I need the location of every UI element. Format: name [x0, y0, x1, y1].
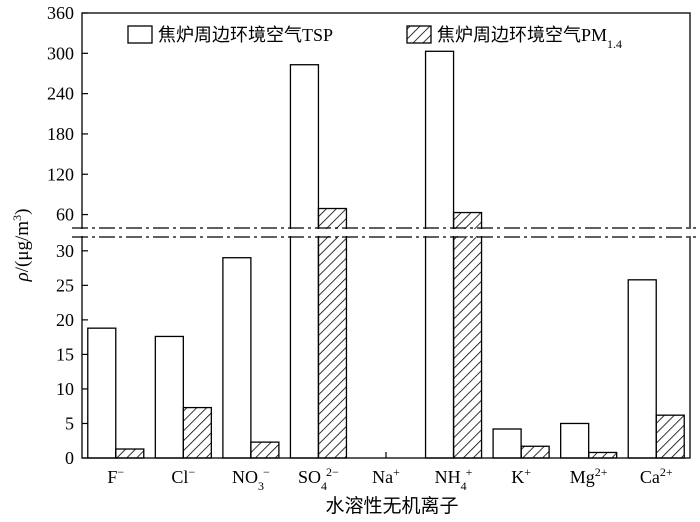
x-tick-label-0: F− — [107, 465, 124, 487]
legend-label-1: 焦炉周边环境空气PM1.4 — [437, 25, 622, 51]
x-tick-label-8: Ca2+ — [640, 465, 673, 487]
axes-group: 0 5 10 15 20 25 30 60 120 180 240 300 360 F− Cl− NO3− SO… — [47, 3, 696, 493]
bar-pm14-0 — [115, 448, 145, 459]
x-tick-label-1: Cl− — [171, 465, 195, 487]
x-tick-label-2: NO3− — [232, 465, 270, 493]
bar-tsp-1 — [154, 335, 184, 459]
y-tick-label-lower-10: 10 — [56, 379, 74, 399]
y-tick-label-lower-15: 15 — [56, 344, 74, 364]
y-tick-label-lower-20: 20 — [56, 310, 74, 330]
bar-tsp-5 — [424, 50, 455, 459]
y-tick-label-upper-60: 60 — [56, 205, 74, 225]
y-tick-label-upper-180: 180 — [47, 124, 74, 144]
x-axis-title: 水溶性无机离子 — [325, 495, 458, 517]
y-tick-label-upper-300: 300 — [47, 43, 74, 63]
x-tick-label-4: Na+ — [372, 465, 400, 487]
x-tick-label-3: SO42− — [298, 465, 339, 493]
bar-pm14-7 — [588, 451, 618, 459]
legend-swatch-0 — [127, 25, 153, 44]
y-tick-label-lower-5: 5 — [65, 413, 74, 433]
x-tick-label-6: K+ — [511, 465, 531, 487]
bar-pm14-8 — [655, 414, 685, 459]
y-tick-label-upper-240: 240 — [47, 84, 74, 104]
legend-label-0: 焦炉周边环境空气TSP — [158, 25, 333, 45]
bar-pm14-2 — [250, 441, 280, 459]
x-tick-label-7: Mg2+ — [570, 465, 608, 487]
bars-group — [87, 50, 685, 459]
y-axis-title: ρ/(μg/m3) — [10, 209, 33, 283]
bar-tsp-8 — [627, 279, 657, 459]
bar-pm14-5 — [452, 211, 483, 459]
bar-tsp-6 — [492, 428, 522, 459]
bar-tsp-7 — [560, 422, 590, 459]
x-tick-label-5: NH4+ — [435, 465, 473, 493]
bar-pm14-1 — [182, 406, 212, 459]
axis-break-gap — [78, 229, 694, 236]
y-tick-label-lower-0: 0 — [65, 448, 74, 468]
y-tick-label-upper-360: 360 — [47, 3, 74, 23]
legend: 焦炉周边环境空气TSP 焦炉周边环境空气PM1.4 — [127, 25, 622, 51]
y-tick-label-lower-30: 30 — [56, 241, 74, 261]
bar-pm14-6 — [520, 445, 550, 459]
bar-tsp-3 — [289, 64, 320, 459]
y-tick-label-upper-120: 120 — [47, 164, 74, 184]
bar-pm14-3 — [317, 207, 348, 459]
y-tick-label-lower-25: 25 — [56, 275, 74, 295]
bar-tsp-0 — [87, 327, 117, 459]
legend-swatch-1 — [406, 25, 432, 44]
bar-tsp-2 — [222, 257, 252, 459]
